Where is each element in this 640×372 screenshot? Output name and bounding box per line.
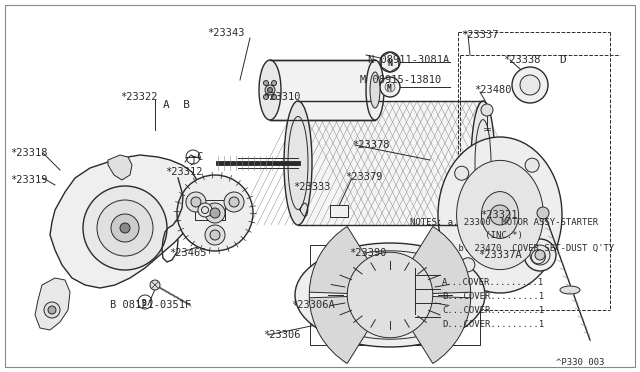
Circle shape <box>537 207 549 219</box>
Circle shape <box>520 75 540 95</box>
Ellipse shape <box>259 60 281 120</box>
Text: *23318: *23318 <box>10 148 47 158</box>
Text: *23322: *23322 <box>120 92 157 102</box>
Text: *23321: *23321 <box>480 210 518 220</box>
Text: *23306: *23306 <box>263 330 301 340</box>
Circle shape <box>198 203 212 217</box>
Text: A...COVER.........1: A...COVER.........1 <box>442 278 544 287</box>
Text: *23312: *23312 <box>165 167 202 177</box>
Circle shape <box>512 67 548 103</box>
Text: C: C <box>196 152 202 162</box>
Ellipse shape <box>284 101 312 225</box>
Text: D: D <box>559 55 566 65</box>
Bar <box>298 101 483 225</box>
Text: *23306A: *23306A <box>291 300 335 310</box>
Circle shape <box>490 205 510 225</box>
Text: *23465: *23465 <box>169 248 207 258</box>
Circle shape <box>97 200 153 256</box>
Text: *23310: *23310 <box>263 92 301 102</box>
Circle shape <box>264 81 269 86</box>
Text: *23338: *23338 <box>503 55 541 65</box>
Circle shape <box>348 252 433 338</box>
Ellipse shape <box>295 243 485 347</box>
Text: (INC.*): (INC.*) <box>410 231 523 240</box>
Text: *23378: *23378 <box>352 140 390 150</box>
Circle shape <box>44 302 60 318</box>
Circle shape <box>224 192 244 212</box>
Text: *23337: *23337 <box>461 30 499 40</box>
Wedge shape <box>390 295 470 363</box>
Circle shape <box>177 175 253 251</box>
Circle shape <box>454 166 468 180</box>
Text: C...COVER.........1: C...COVER.........1 <box>442 306 544 315</box>
Text: N: N <box>387 59 392 68</box>
Polygon shape <box>50 155 200 288</box>
Text: N 08911-3081A: N 08911-3081A <box>368 55 449 65</box>
Circle shape <box>205 225 225 245</box>
Circle shape <box>481 104 493 116</box>
Circle shape <box>210 230 220 240</box>
Polygon shape <box>108 155 132 180</box>
Ellipse shape <box>370 72 380 108</box>
Wedge shape <box>309 227 390 295</box>
Text: NOTES: a. 23300  MOTOR ASSY-STARTER: NOTES: a. 23300 MOTOR ASSY-STARTER <box>410 218 598 227</box>
Text: M: M <box>387 84 392 93</box>
Circle shape <box>271 81 276 86</box>
Polygon shape <box>35 278 70 330</box>
Ellipse shape <box>456 160 543 270</box>
Text: b. 23470  COVER SET-DUST Q'TY: b. 23470 COVER SET-DUST Q'TY <box>410 244 614 253</box>
Text: *23337A: *23337A <box>478 250 522 260</box>
Text: *23480: *23480 <box>474 85 511 95</box>
Bar <box>270 60 375 120</box>
Circle shape <box>150 280 160 290</box>
Wedge shape <box>309 295 390 363</box>
Text: ^P330 003: ^P330 003 <box>556 358 604 367</box>
Circle shape <box>524 239 556 271</box>
Text: *23390: *23390 <box>349 248 387 258</box>
Circle shape <box>268 87 273 93</box>
Circle shape <box>48 306 56 314</box>
Circle shape <box>120 223 130 233</box>
Ellipse shape <box>471 101 495 225</box>
Bar <box>330 205 348 217</box>
Circle shape <box>111 214 139 242</box>
Text: B 08121-0351F: B 08121-0351F <box>110 300 191 310</box>
Circle shape <box>271 94 276 99</box>
Ellipse shape <box>366 60 384 120</box>
Circle shape <box>385 82 395 92</box>
Circle shape <box>265 85 275 95</box>
Circle shape <box>461 258 475 272</box>
Text: B: B <box>142 299 147 308</box>
Text: *23319: *23319 <box>10 175 47 185</box>
Ellipse shape <box>560 286 580 294</box>
Circle shape <box>535 250 545 260</box>
Ellipse shape <box>481 192 518 238</box>
Circle shape <box>210 208 220 218</box>
Circle shape <box>191 197 201 207</box>
Circle shape <box>229 197 239 207</box>
Circle shape <box>264 94 269 99</box>
Text: *23379: *23379 <box>345 172 383 182</box>
Text: *23343: *23343 <box>207 28 244 38</box>
Circle shape <box>525 158 539 172</box>
Circle shape <box>380 77 400 97</box>
Ellipse shape <box>438 137 562 293</box>
Text: B...COVER.........1: B...COVER.........1 <box>442 292 544 301</box>
Text: A  B: A B <box>163 100 190 110</box>
Text: D...COVER.........1: D...COVER.........1 <box>442 320 544 329</box>
Text: M 08915-13810: M 08915-13810 <box>360 75 441 85</box>
Circle shape <box>205 203 225 223</box>
Circle shape <box>83 186 167 270</box>
Text: *23333: *23333 <box>293 182 330 192</box>
Wedge shape <box>390 227 470 295</box>
Circle shape <box>380 52 400 72</box>
Circle shape <box>186 192 206 212</box>
Circle shape <box>531 250 545 264</box>
Bar <box>195 200 225 220</box>
Circle shape <box>530 245 550 265</box>
Bar <box>310 245 480 345</box>
